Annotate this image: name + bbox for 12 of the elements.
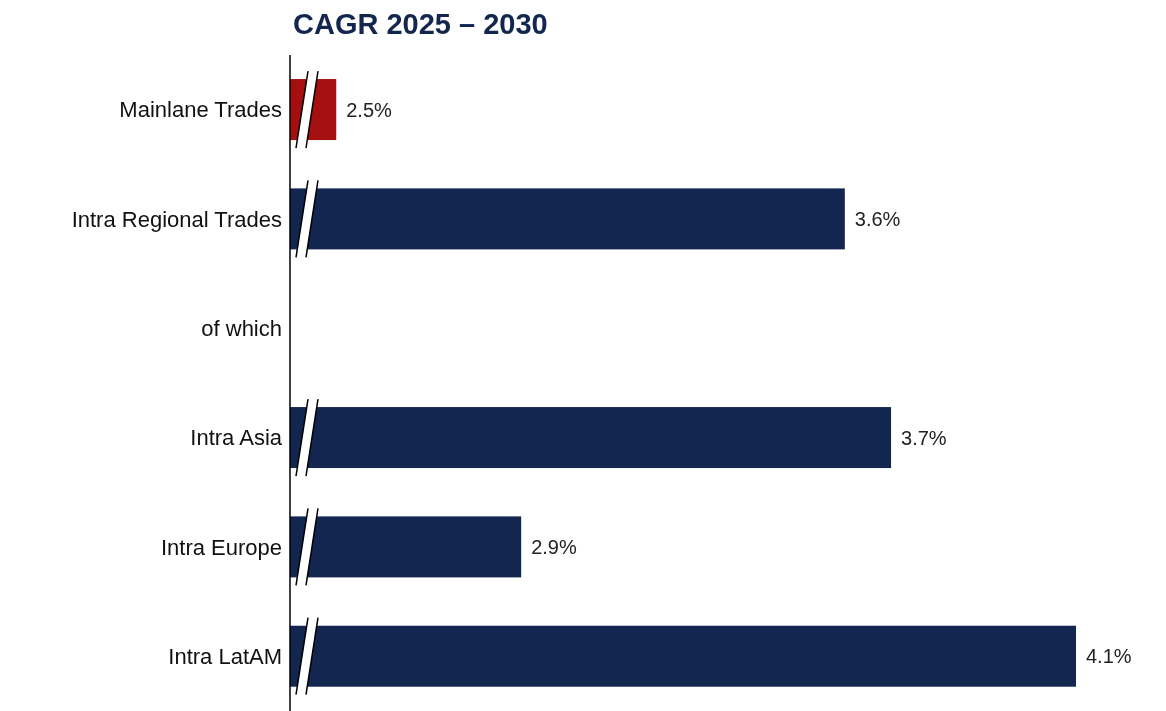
y-tick-label: of which bbox=[201, 316, 282, 342]
data-label: 2.9% bbox=[531, 535, 577, 558]
data-label: 2.5% bbox=[346, 98, 393, 121]
y-tick-label: Mainlane Trades bbox=[119, 97, 282, 123]
y-tick-label: Intra LatAM bbox=[168, 644, 282, 670]
data-label: 4.1% bbox=[1086, 645, 1132, 668]
chart-title: CAGR 2025 – 2030 bbox=[293, 8, 549, 42]
data-label: 3.7% bbox=[901, 426, 947, 449]
data-label: 3.6% bbox=[854, 207, 901, 230]
y-tick-label: Intra Asia bbox=[190, 425, 283, 451]
y-tick-label: Intra Europe bbox=[160, 534, 282, 560]
y-tick-label: Intra Regional Trades bbox=[71, 206, 282, 232]
